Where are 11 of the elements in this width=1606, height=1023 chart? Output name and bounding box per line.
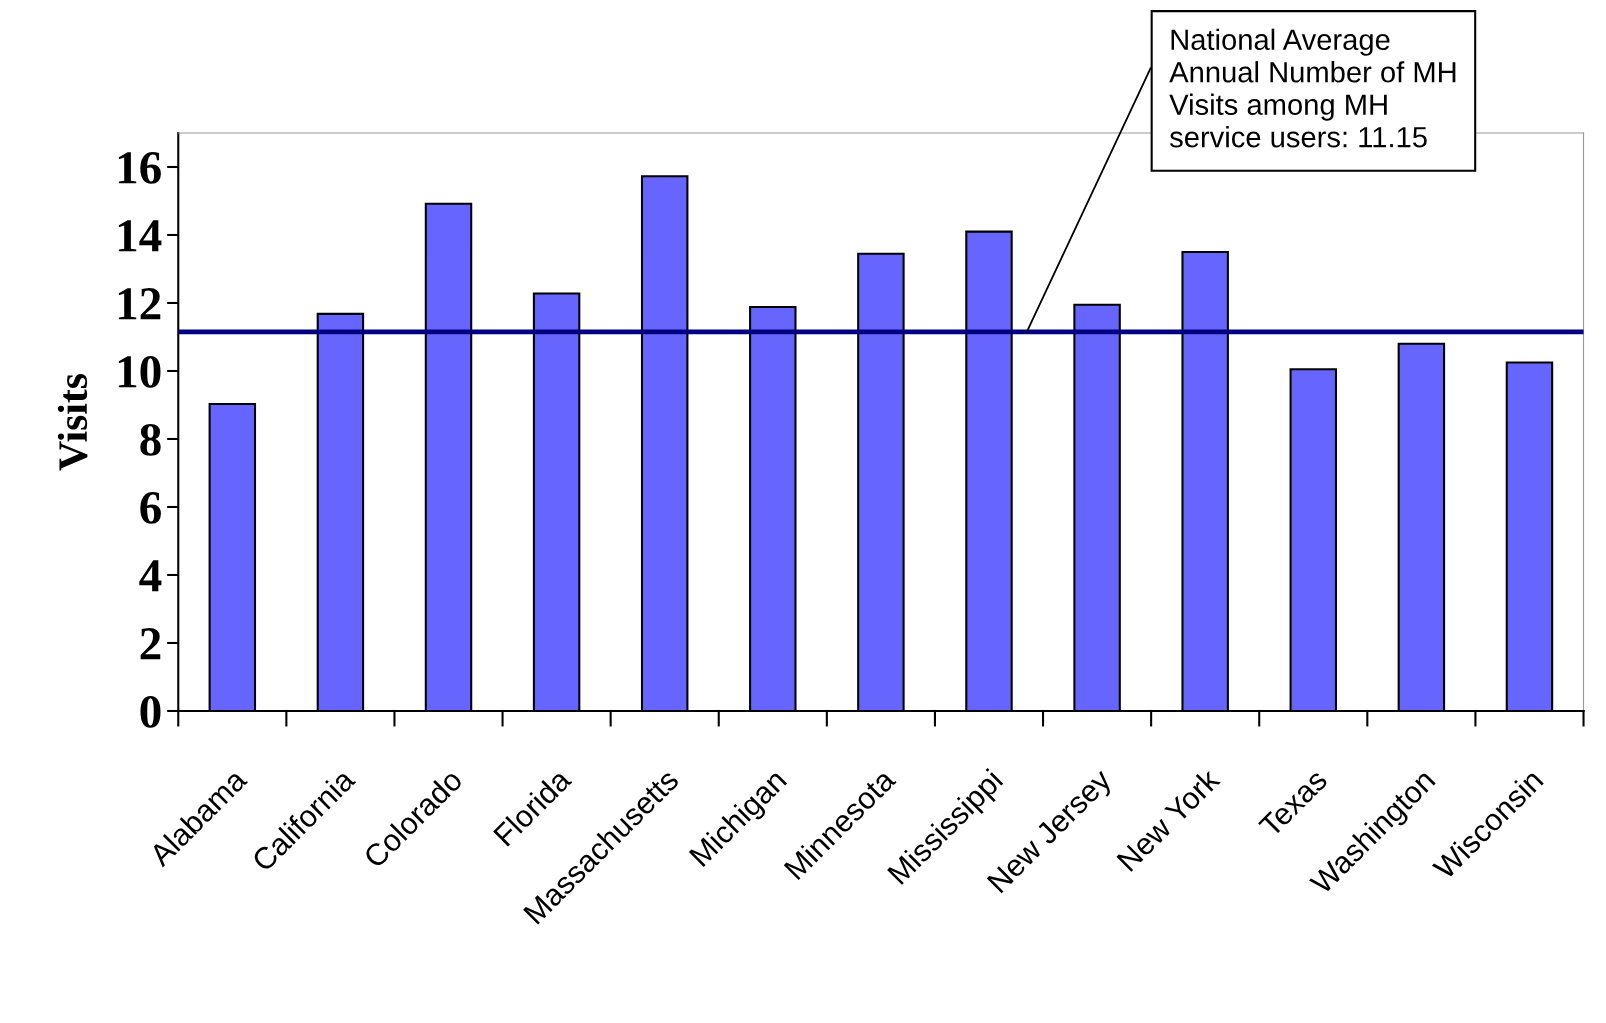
ref-line-label: National Average Annual Number of MH Visits among MH service users: 11.15 (1169, 28, 1456, 148)
y-axis-title: Visits (57, 374, 88, 471)
y-tick-label: 10 (118, 355, 161, 388)
y-tick-label: 2 (140, 628, 161, 660)
y-tick-label: 8 (140, 423, 161, 456)
y-tick-label: 0 (140, 695, 161, 728)
y-tick-label: 12 (118, 288, 161, 320)
y-tick-label: 16 (118, 152, 161, 184)
y-tick-label: 4 (139, 560, 162, 592)
y-tick-label: 6 (140, 492, 161, 524)
y-tick-label: 14 (118, 220, 162, 252)
